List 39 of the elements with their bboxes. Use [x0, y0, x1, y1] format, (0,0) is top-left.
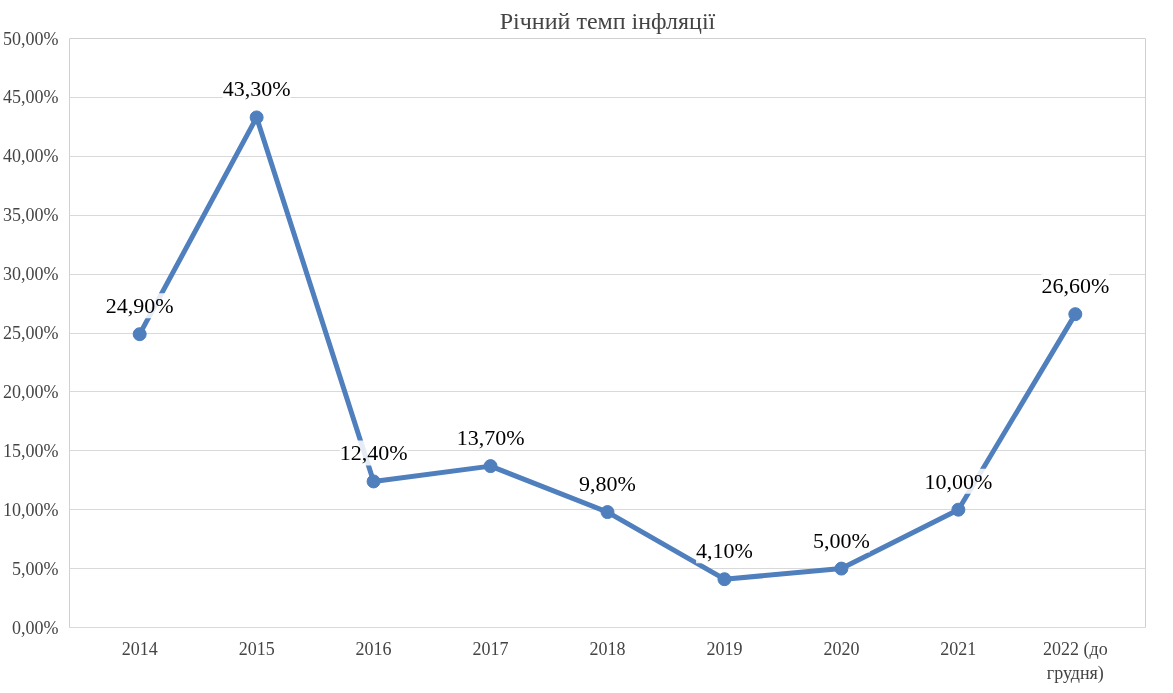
x-tick-label: 2017: [472, 638, 509, 659]
data-label: 10,00%: [924, 468, 993, 494]
data-label: 43,30%: [222, 76, 291, 102]
y-tick-label: 25,00%: [3, 323, 59, 343]
point: [132, 327, 147, 342]
x-tick-label: 2020: [823, 638, 860, 659]
x-tick-label: 2016: [355, 638, 392, 659]
data-label: 26,60%: [1041, 273, 1110, 299]
y-tick-label: 40,00%: [3, 146, 59, 167]
data-label: 5,00%: [813, 527, 870, 553]
data-label: 24,90%: [105, 293, 174, 319]
x-tick-label: 2015: [238, 638, 275, 659]
point: [249, 110, 264, 125]
x-tick-label: 2019: [706, 638, 743, 659]
y-tick-label: 10,00%: [3, 499, 59, 520]
x-tick-label: 2021: [940, 638, 977, 659]
y-tick-label: 0,00%: [12, 617, 59, 638]
point: [483, 459, 498, 474]
y-tick-label: 30,00%: [3, 264, 59, 285]
x-tick-label: 2018: [589, 638, 626, 659]
data-label: 9,80%: [579, 471, 636, 497]
data-label: 4,10%: [696, 538, 753, 564]
y-tick-label: 35,00%: [3, 205, 59, 226]
data-label: 12,40%: [339, 440, 408, 466]
point: [717, 572, 732, 587]
chart-title: Річний темп інфляції: [499, 7, 716, 34]
y-tick-label: 45,00%: [3, 87, 59, 108]
point: [366, 474, 381, 489]
point: [600, 505, 615, 520]
point: [834, 561, 849, 576]
point: [951, 502, 966, 517]
y-tick-label: 50,00%: [3, 28, 59, 49]
data-label: 13,70%: [456, 425, 525, 451]
y-tick-label: 5,00%: [12, 558, 59, 579]
point: [1068, 307, 1083, 322]
x-tick-label: 2022 (до грудня): [1043, 638, 1108, 684]
x-tick-label: 2014: [121, 638, 158, 659]
y-tick-label: 20,00%: [3, 381, 59, 402]
y-tick-label: 15,00%: [3, 440, 59, 461]
